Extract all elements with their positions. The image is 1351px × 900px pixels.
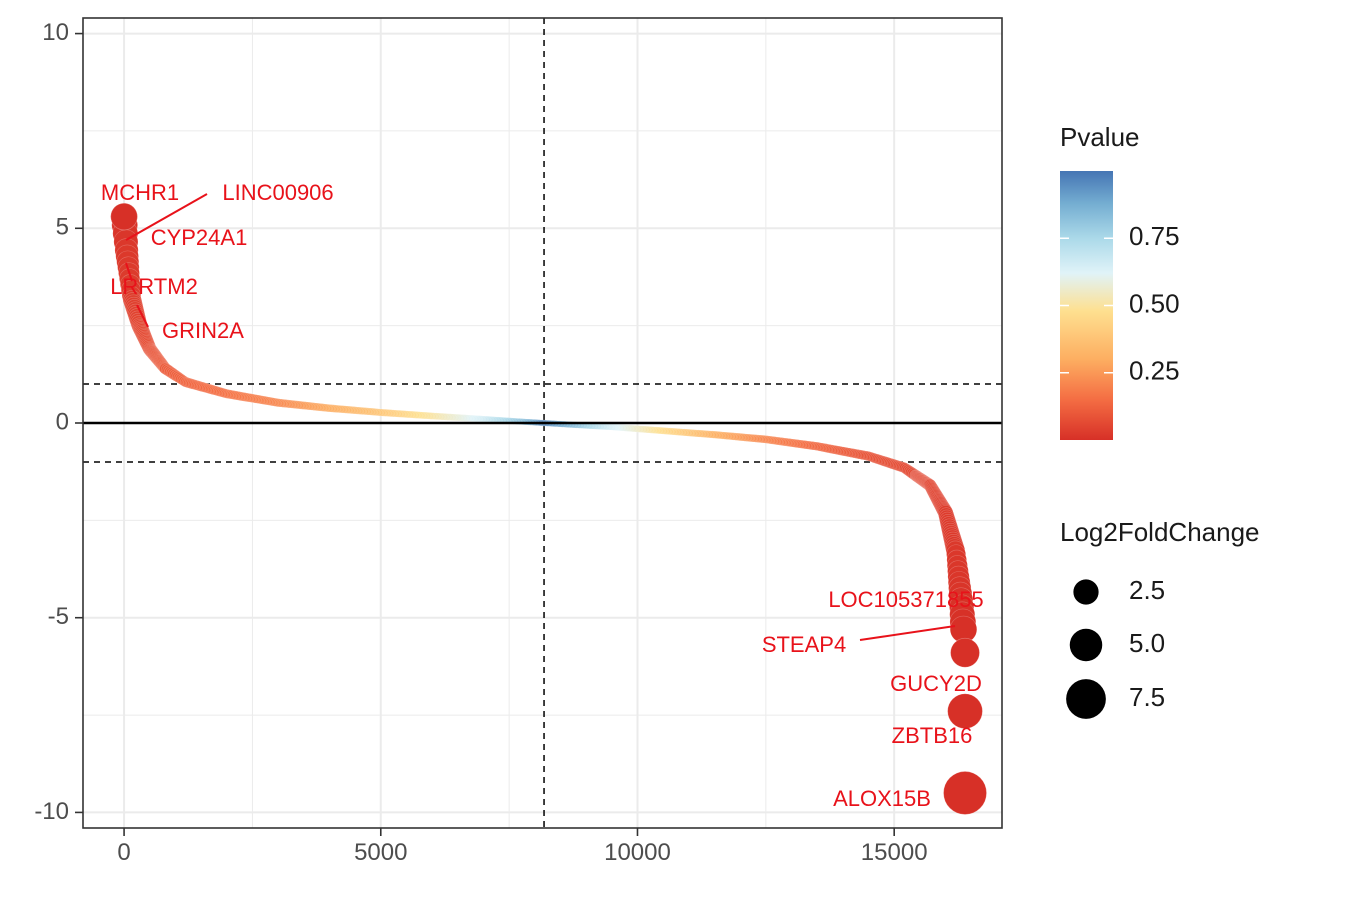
gene-label: ZBTB16 [892, 723, 973, 748]
size-legend-label: 2.5 [1129, 575, 1165, 605]
gene-label: LINC00906 [222, 180, 333, 205]
reference-lines [83, 18, 1002, 828]
highlighted-point [950, 637, 980, 668]
color-bar-label: 0.25 [1129, 356, 1180, 386]
gene-label: LRRTM2 [110, 274, 198, 299]
size-legend-label: 7.5 [1129, 682, 1165, 712]
y-tick-label: 5 [56, 214, 69, 241]
legend: Pvalue 0.75 0.50 0.25 Log2FoldChange 2.5 5.0 7.… [1060, 122, 1260, 719]
legend-size-title: Log2FoldChange [1060, 517, 1260, 547]
x-tick-label: 10000 [604, 839, 671, 866]
grid-lines [83, 18, 1002, 828]
axes: 0 5000 10000 15000 10 5 0 -5 -10 [34, 19, 927, 866]
color-bar-label: 0.50 [1129, 288, 1180, 318]
legend-color-title: Pvalue [1060, 122, 1140, 152]
highlighted-point [943, 771, 987, 815]
gene-label: ALOX15B [833, 786, 931, 811]
size-legend-dot [1066, 679, 1106, 719]
label-connector [859, 625, 956, 641]
label-connector [125, 193, 208, 241]
gene-label: LOC105371855 [828, 587, 983, 612]
x-tick-label: 15000 [861, 839, 928, 866]
gene-label: CYP24A1 [151, 225, 248, 250]
y-tick-label: 0 [56, 408, 69, 435]
gene-label: STEAP4 [762, 632, 846, 657]
gene-labels: MCHR1 LINC00906 CYP24A1 LRRTM2 GRIN2A LOC1053… [101, 180, 984, 811]
color-bar-label: 0.75 [1129, 221, 1180, 251]
gene-label: MCHR1 [101, 180, 179, 205]
highlighted-point [110, 202, 138, 231]
y-tick-label: -10 [34, 798, 69, 825]
y-tick-label: 10 [42, 19, 69, 46]
size-legend-label: 5.0 [1129, 628, 1165, 658]
y-tick-label: -5 [48, 603, 69, 630]
x-tick-label: 5000 [354, 839, 407, 866]
x-tick-label: 0 [117, 839, 130, 866]
label-connector [136, 304, 149, 328]
size-legend-dot [1069, 628, 1103, 662]
label-connector [125, 262, 133, 282]
data-points [110, 202, 987, 815]
gene-label: GUCY2D [890, 671, 982, 696]
size-legend-dot [1073, 579, 1099, 605]
highlighted-point [947, 693, 983, 730]
gene-label: GRIN2A [162, 318, 244, 343]
